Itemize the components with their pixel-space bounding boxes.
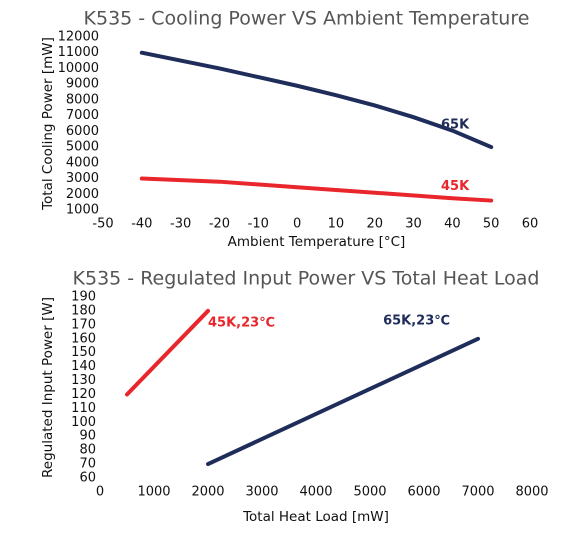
- y-tick-label: 170: [71, 317, 96, 332]
- x-tick-label: -40: [131, 217, 152, 232]
- y-tick-label: 8000: [66, 92, 99, 107]
- series-label: 45K: [441, 179, 470, 194]
- y-tick-label: 60: [79, 471, 96, 486]
- y-tick-label: 120: [71, 387, 96, 402]
- y-tick-label: 110: [71, 401, 96, 416]
- x-tick-label: 2000: [191, 485, 224, 500]
- x-tick-label: 40: [444, 217, 461, 232]
- y-tick-label: 3000: [66, 171, 99, 186]
- x-tick-label: -30: [170, 217, 191, 232]
- x-tick-label: 30: [405, 217, 422, 232]
- data-line: [139, 176, 494, 203]
- y-tick-label: 130: [71, 373, 96, 388]
- y-axis-label: Regulated Input Power [W]: [40, 297, 56, 478]
- y-tick-label: 12000: [58, 30, 99, 45]
- y-tick-label: 7000: [66, 108, 99, 123]
- y-tick-label: 180: [71, 303, 96, 318]
- y-tick-label: 90: [79, 429, 96, 444]
- x-tick-label: 10: [328, 217, 345, 232]
- y-tick-label: 11000: [58, 45, 99, 60]
- x-tick-label: 3000: [245, 485, 278, 500]
- y-tick-label: 2000: [66, 187, 99, 202]
- data-line: [139, 50, 494, 150]
- x-tick-label: 8000: [515, 485, 548, 500]
- x-tick-label: -10: [248, 217, 269, 232]
- x-tick-label: -20: [209, 217, 230, 232]
- chart-title: K535 - Regulated Input Power VS Total He…: [73, 268, 540, 290]
- chart-title: K535 - Cooling Power VS Ambient Temperat…: [84, 8, 530, 30]
- x-tick-label: 6000: [407, 485, 440, 500]
- y-tick-label: 100: [71, 415, 96, 430]
- x-tick-label: 1000: [137, 485, 170, 500]
- y-tick-label: 6000: [66, 124, 99, 139]
- y-tick-label: 5000: [66, 140, 99, 155]
- series-label: 65K: [441, 118, 470, 133]
- x-tick-label: 0: [293, 217, 301, 232]
- x-axis-label: Ambient Temperature [°C]: [228, 234, 406, 250]
- y-tick-label: 70: [79, 457, 96, 472]
- y-tick-label: 10000: [58, 61, 99, 76]
- x-axis-label: Total Heat Load [mW]: [242, 509, 389, 525]
- y-tick-label: 80: [79, 443, 96, 458]
- y-tick-label: 9000: [66, 77, 99, 92]
- x-tick-label: 0: [96, 485, 104, 500]
- y-tick-label: 140: [71, 359, 96, 374]
- y-tick-label: 4000: [66, 155, 99, 170]
- y-tick-label: 160: [71, 331, 96, 346]
- data-line: [206, 336, 480, 467]
- x-tick-label: 5000: [353, 485, 386, 500]
- x-tick-label: 20: [366, 217, 383, 232]
- x-tick-label: -50: [92, 217, 113, 232]
- series-label: 65K,23℃: [383, 313, 450, 328]
- x-tick-label: 4000: [299, 485, 332, 500]
- x-tick-label: 7000: [461, 485, 494, 500]
- y-axis-label: Total Cooling Power [mW]: [40, 37, 56, 211]
- y-tick-label: 1000: [66, 203, 99, 218]
- data-line: [125, 308, 210, 397]
- y-tick-label: 190: [71, 290, 96, 305]
- y-tick-label: 150: [71, 345, 96, 360]
- series-label: 45K,23℃: [208, 315, 275, 330]
- x-tick-label: 50: [483, 217, 500, 232]
- x-tick-label: 60: [522, 217, 539, 232]
